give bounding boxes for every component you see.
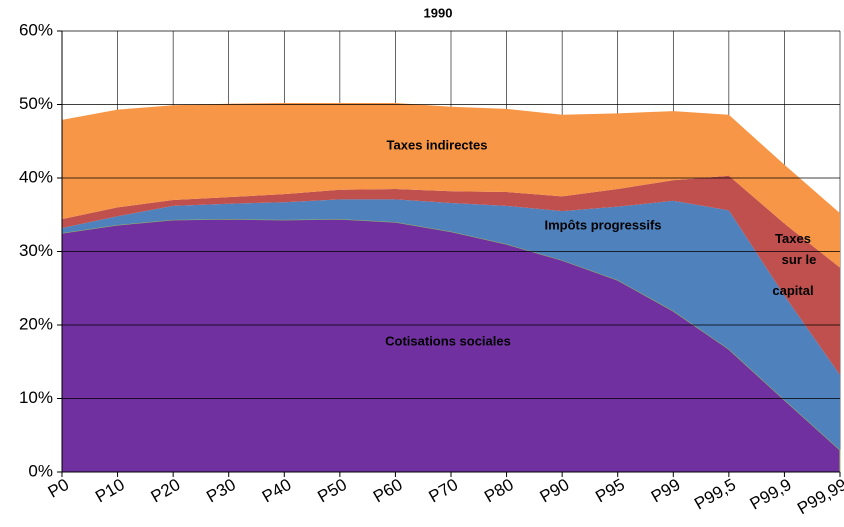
overlay bbox=[62, 30, 840, 473]
y-tick-label: 30% bbox=[19, 241, 53, 260]
series-label: Taxes sur le capital bbox=[772, 231, 816, 298]
y-tick-label: 10% bbox=[19, 388, 53, 407]
chart-title: 1990 bbox=[424, 5, 453, 20]
y-tick-label: 40% bbox=[19, 167, 53, 186]
x-tick-label: P95 bbox=[592, 475, 628, 507]
y-tick-label: 50% bbox=[19, 94, 53, 113]
y-tick-label: 20% bbox=[19, 314, 53, 333]
x-tick-label: P60 bbox=[370, 475, 406, 507]
x-tick-label: P10 bbox=[92, 475, 128, 507]
series-label: Impôts progressifs bbox=[544, 217, 661, 232]
x-tick-label: P99 bbox=[648, 475, 684, 507]
x-tick-label: P80 bbox=[481, 475, 517, 507]
x-tick-label: P99,5 bbox=[691, 475, 739, 514]
y-tick-label: 0% bbox=[28, 461, 53, 480]
x-tick-label: P99,99 bbox=[794, 475, 844, 518]
areas bbox=[61, 103, 841, 473]
y-tick-label: 60% bbox=[19, 20, 53, 39]
x-tick-label: P50 bbox=[314, 475, 350, 507]
series-label: Cotisations sociales bbox=[385, 333, 511, 348]
x-tick-label: P90 bbox=[537, 475, 573, 507]
area bbox=[62, 103, 840, 268]
x-tick-label: P30 bbox=[203, 475, 239, 507]
area bbox=[62, 199, 840, 450]
x-tick-label: P70 bbox=[426, 475, 462, 507]
x-tick-label: P40 bbox=[259, 475, 295, 507]
x-tick-label: P99,9 bbox=[747, 475, 795, 514]
series-label: Taxes indirectes bbox=[387, 137, 488, 152]
x-tick-label: P20 bbox=[148, 475, 184, 507]
